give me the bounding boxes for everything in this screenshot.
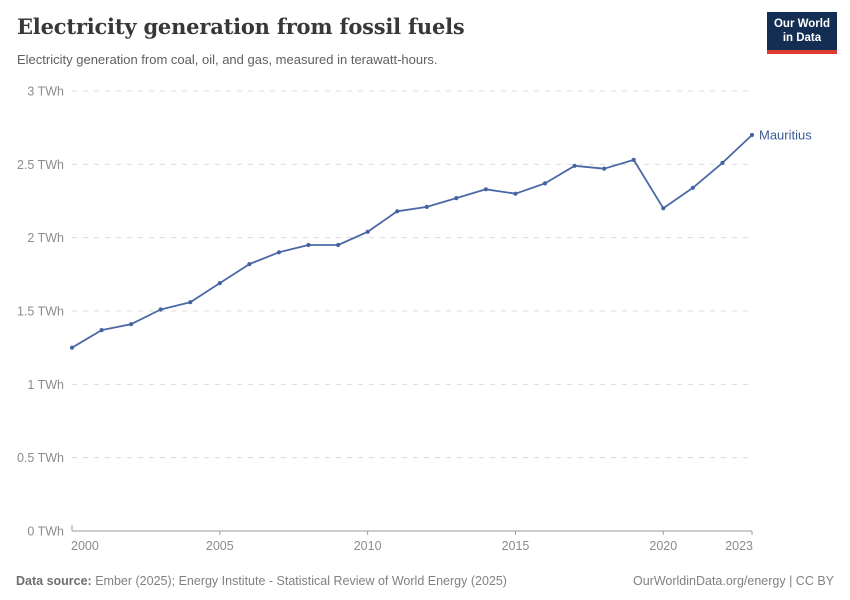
owid-logo-line2: in Data [782, 31, 822, 44]
data-point-2000 [69, 345, 75, 350]
data-point-2018 [602, 166, 607, 171]
data-point-2012 [424, 204, 429, 209]
x-tick-label: 2015 [502, 539, 530, 553]
data-point-2004 [188, 300, 193, 305]
y-tick-label: 0 TWh [27, 525, 64, 539]
data-point-2022 [720, 160, 725, 165]
data-source-text: Ember (2025); Energy Institute - Statist… [91, 574, 507, 588]
data-point-2007 [276, 250, 282, 255]
data-point-2014 [483, 187, 488, 192]
data-point-2008 [306, 242, 311, 248]
data-point-2016 [542, 181, 548, 186]
x-tick-label: 2005 [206, 539, 234, 553]
x-tick-label: 2023 [725, 539, 753, 553]
data-point-2003 [158, 307, 163, 312]
data-point-2005 [217, 281, 222, 286]
data-point-2001 [99, 328, 104, 333]
owid-logo: Our World in Data [766, 12, 837, 54]
series-line-mauritius [71, 134, 753, 349]
data-point-2002 [129, 322, 134, 327]
data-source-note: Data source: Ember (2025); Energy Instit… [16, 574, 507, 588]
y-tick-label: 2.5 TWh [17, 158, 64, 172]
page-title: Electricity generation from fossil fuels [17, 14, 465, 39]
entity-label: Mauritius [759, 128, 812, 143]
y-tick-label: 2 TWh [27, 231, 64, 245]
x-tick-label: 2000 [71, 539, 99, 553]
data-point-2011 [395, 209, 400, 214]
chart-canvas: 0 TWh 0.5 TWh 1 TWh 1.5 TWh 2 TWh 2.5 TWh 3 TW… [17, 85, 812, 554]
y-tick-label: 1.5 TWh [17, 305, 64, 319]
y-tick-label: 1 TWh [27, 378, 64, 392]
data-point-2013 [454, 196, 459, 201]
data-point-2015 [513, 191, 518, 196]
x-tick-label: 2020 [649, 539, 677, 553]
data-point-2017 [572, 163, 577, 168]
chart-footer: Data source: Ember (2025); Energy Instit… [0, 574, 850, 588]
page-subtitle: Electricity generation from coal, oil, a… [17, 52, 438, 67]
y-tick-label: 3 TWh [27, 85, 64, 99]
data-point-2009 [336, 242, 341, 248]
data-source-label: Data source: [16, 574, 92, 588]
data-point-2010 [365, 229, 370, 234]
owid-logo-line1: Our World [773, 18, 830, 30]
x-tick-label: 2010 [354, 539, 382, 553]
data-point-2021 [690, 185, 696, 190]
line-chart: 0 TWh 0.5 TWh 1 TWh 1.5 TWh 2 TWh 2.5 TWh 3 TW… [0, 78, 850, 558]
license-link: OurWorldinData.org/energy | CC BY [632, 574, 834, 588]
data-point-2023 [749, 132, 755, 138]
y-tick-label: 0.5 TWh [17, 451, 64, 465]
data-point-2019 [631, 157, 636, 162]
data-point-2006 [247, 262, 252, 267]
data-point-2020 [661, 206, 666, 211]
